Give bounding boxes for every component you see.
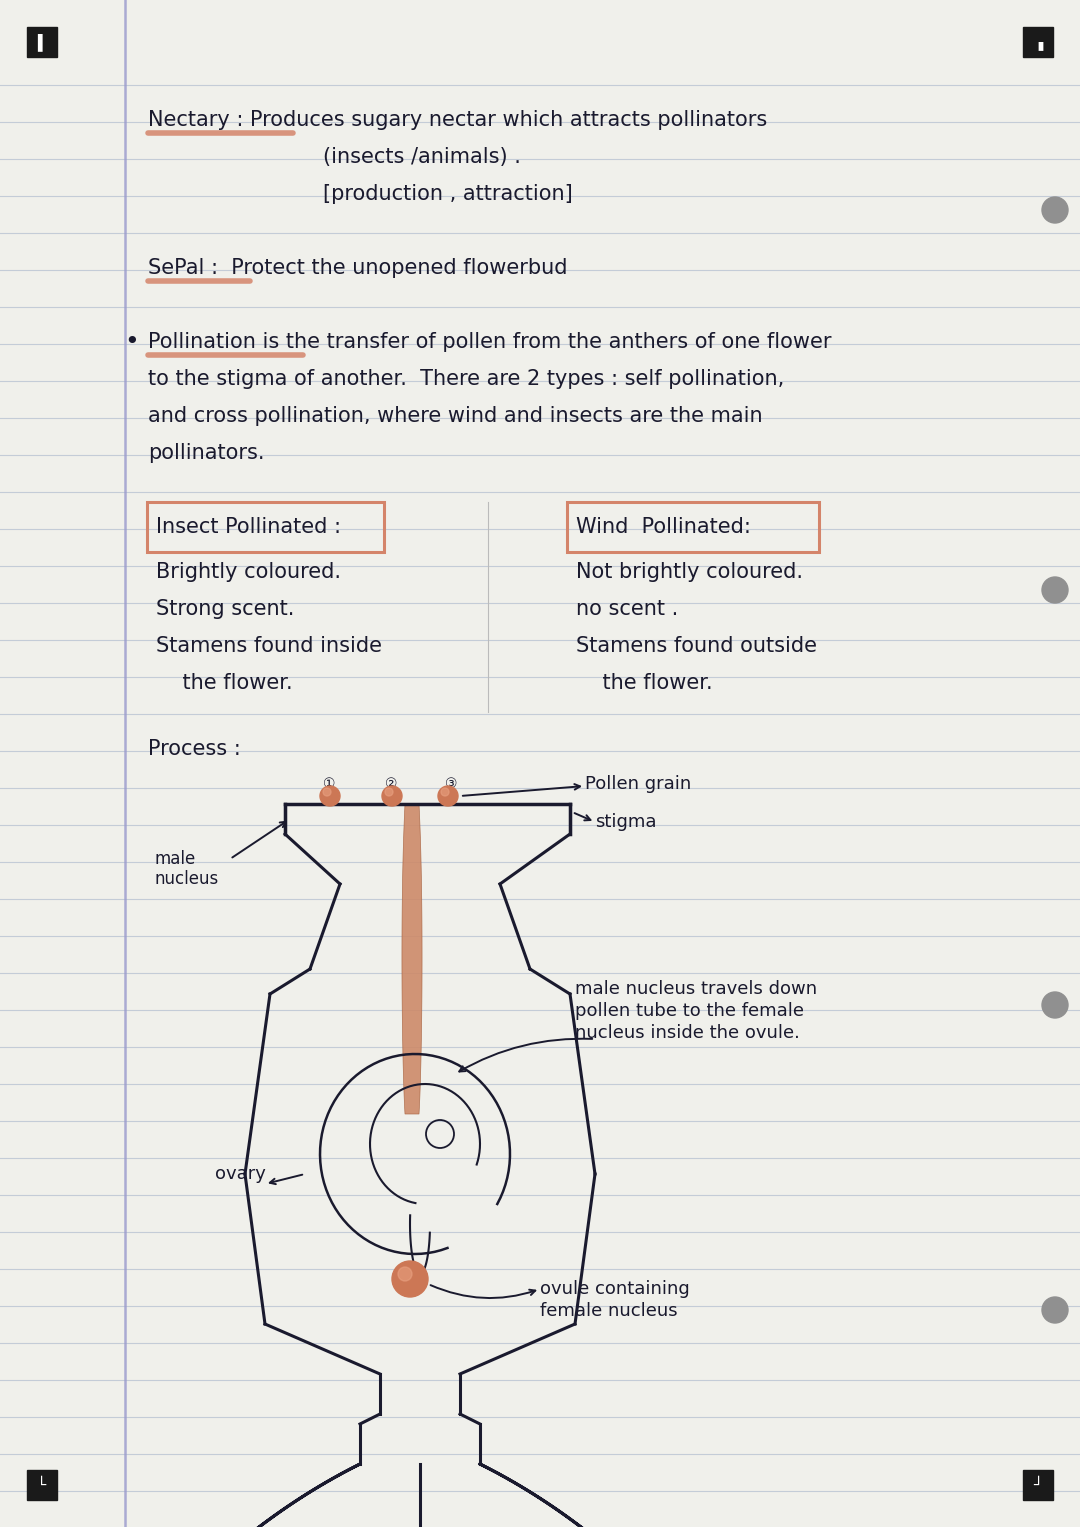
- Circle shape: [320, 786, 340, 806]
- Text: ┘: ┘: [1034, 1478, 1042, 1492]
- Text: Insect Pollinated :: Insect Pollinated :: [156, 518, 341, 538]
- Text: the flower.: the flower.: [156, 673, 293, 693]
- Text: Wind  Pollinated:: Wind Pollinated:: [576, 518, 751, 538]
- Text: └: └: [38, 1478, 46, 1492]
- Text: Nectary : Produces sugary nectar which attracts pollinators: Nectary : Produces sugary nectar which a…: [148, 110, 767, 130]
- Circle shape: [323, 788, 330, 796]
- Text: ③: ③: [445, 777, 458, 791]
- Circle shape: [384, 788, 393, 796]
- FancyBboxPatch shape: [1023, 1471, 1053, 1500]
- Circle shape: [392, 1261, 428, 1296]
- Text: Process :: Process :: [148, 739, 241, 759]
- Text: Stamens found outside: Stamens found outside: [576, 637, 816, 657]
- Text: ②: ②: [384, 777, 397, 791]
- Circle shape: [382, 786, 402, 806]
- FancyBboxPatch shape: [1023, 27, 1053, 56]
- Text: female nucleus: female nucleus: [540, 1303, 677, 1319]
- Text: •: •: [124, 330, 139, 354]
- Text: male nucleus travels down: male nucleus travels down: [575, 980, 818, 999]
- Text: ▗: ▗: [1034, 35, 1042, 49]
- Text: ovule containing: ovule containing: [540, 1280, 690, 1298]
- Text: Pollination is the transfer of pollen from the anthers of one flower: Pollination is the transfer of pollen fr…: [148, 331, 832, 353]
- Circle shape: [438, 786, 458, 806]
- Text: and cross pollination, where wind and insects are the main: and cross pollination, where wind and in…: [148, 406, 762, 426]
- Text: to the stigma of another.  There are 2 types : self pollination,: to the stigma of another. There are 2 ty…: [148, 370, 784, 389]
- Text: (insects /animals) .: (insects /animals) .: [323, 147, 521, 166]
- Text: Brightly coloured.: Brightly coloured.: [156, 562, 341, 582]
- Circle shape: [1042, 1296, 1068, 1322]
- Text: SePal :  Protect the unopened flowerbud: SePal : Protect the unopened flowerbud: [148, 258, 567, 278]
- Text: Stamens found inside: Stamens found inside: [156, 637, 382, 657]
- Text: Not brightly coloured.: Not brightly coloured.: [576, 562, 804, 582]
- Text: Strong scent.: Strong scent.: [156, 599, 295, 618]
- Text: male: male: [156, 851, 197, 867]
- Circle shape: [1042, 577, 1068, 603]
- Text: nucleus inside the ovule.: nucleus inside the ovule.: [575, 1025, 800, 1041]
- Text: no scent .: no scent .: [576, 599, 678, 618]
- Circle shape: [441, 788, 449, 796]
- Text: stigma: stigma: [595, 812, 657, 831]
- FancyBboxPatch shape: [27, 1471, 57, 1500]
- Text: the flower.: the flower.: [576, 673, 713, 693]
- Circle shape: [1042, 993, 1068, 1019]
- Circle shape: [1042, 197, 1068, 223]
- Text: ▌: ▌: [38, 34, 46, 50]
- Text: pollen tube to the female: pollen tube to the female: [575, 1002, 804, 1020]
- Text: ①: ①: [323, 777, 336, 791]
- Text: [production , attraction]: [production , attraction]: [323, 183, 572, 205]
- Text: ovary: ovary: [215, 1165, 266, 1183]
- Text: pollinators.: pollinators.: [148, 443, 265, 463]
- Polygon shape: [402, 805, 422, 1115]
- Circle shape: [399, 1267, 411, 1281]
- Text: nucleus: nucleus: [156, 870, 219, 889]
- FancyBboxPatch shape: [27, 27, 57, 56]
- Text: Pollen grain: Pollen grain: [585, 776, 691, 793]
